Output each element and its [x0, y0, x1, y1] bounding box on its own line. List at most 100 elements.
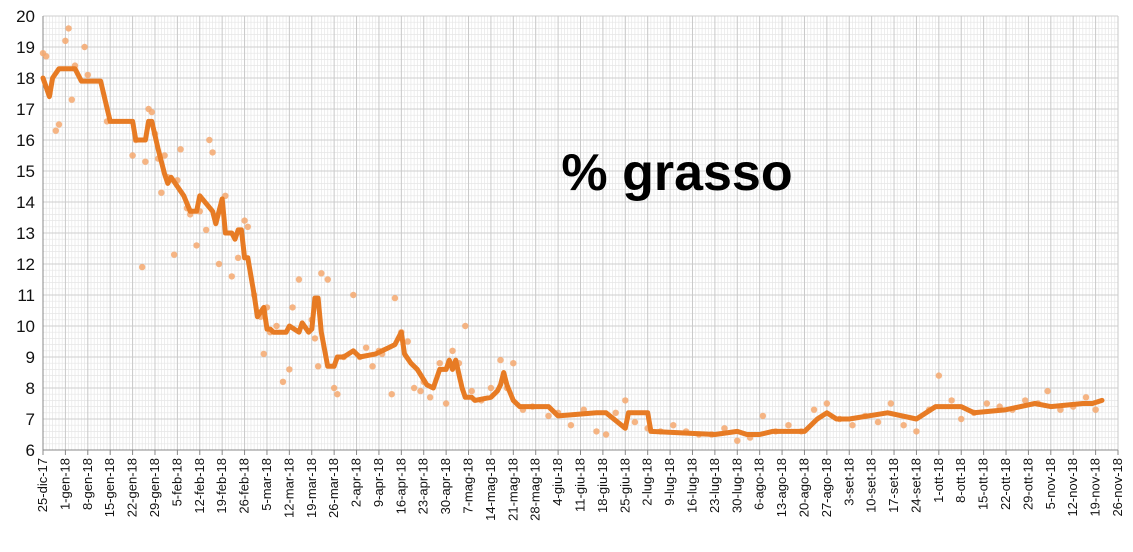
data-point — [426, 394, 434, 401]
x-tick-label: 5-mar-18 — [259, 458, 274, 511]
x-tick-label: 16-apr-18 — [393, 458, 408, 514]
x-tick-label: 29-ott-18 — [1020, 458, 1035, 510]
x-tick-label: 7-mag-18 — [461, 458, 476, 514]
data-point — [567, 422, 575, 429]
data-point — [913, 428, 920, 435]
x-tick-label: 8-gen-18 — [80, 458, 95, 510]
data-point — [318, 270, 325, 277]
data-point — [948, 397, 955, 404]
series-line — [40, 66, 1105, 437]
x-tick-label: 1-gen-18 — [57, 458, 72, 510]
data-point — [417, 387, 424, 395]
grid — [42, 15, 1119, 451]
data-point — [52, 127, 59, 134]
x-tick-label: 2-lug-18 — [640, 458, 655, 506]
data-point — [350, 291, 357, 299]
data-point — [286, 366, 293, 373]
data-point — [442, 400, 450, 407]
x-tick-label: 22-ott-18 — [998, 458, 1013, 510]
x-tick-label: 8-ott-18 — [953, 458, 968, 503]
data-point — [228, 273, 235, 280]
x-tick-label: 3-set-18 — [841, 458, 856, 506]
x-tick-label: 14-mag-18 — [483, 458, 498, 521]
data-point — [81, 43, 88, 51]
y-tick-label: 20 — [16, 7, 35, 26]
x-tick-label: 9-lug-18 — [662, 458, 677, 506]
x-tick-label: 20-ago-18 — [796, 458, 811, 517]
x-tick-label: 4-giu-18 — [550, 458, 565, 506]
data-point — [55, 121, 63, 128]
data-point — [900, 422, 907, 429]
y-tick-label: 19 — [16, 38, 35, 57]
data-point — [193, 242, 200, 249]
data-point — [810, 406, 818, 413]
x-tick-label: 18-giu-18 — [595, 458, 610, 513]
data-point — [1082, 394, 1090, 401]
y-tick-label: 12 — [16, 255, 35, 274]
data-point — [670, 422, 677, 429]
data-point — [1022, 397, 1029, 404]
y-tick-label: 7 — [26, 410, 35, 429]
data-point — [42, 53, 50, 60]
data-point — [202, 226, 210, 234]
x-tick-label: 1-ott-18 — [931, 458, 946, 503]
data-point — [158, 189, 165, 196]
x-tick-label: 28-mag-18 — [528, 458, 543, 521]
data-point — [62, 37, 69, 44]
data-point — [324, 276, 331, 283]
x-tick-label: 17-set-18 — [886, 458, 901, 513]
data-point — [138, 263, 146, 271]
data-point — [785, 422, 792, 429]
x-tick-label: 19-feb-18 — [214, 458, 229, 514]
data-point — [545, 412, 552, 420]
data-point — [369, 363, 376, 370]
data-point — [215, 260, 223, 268]
axes: 6 7 8 9 10 11 12 13 14 15 16 17 18 19 20 25-dic-17 1-gen… — [16, 7, 1125, 521]
x-tick-label: 29-gen-18 — [147, 458, 162, 517]
x-tick-label: 25-giu-18 — [617, 458, 632, 513]
y-tick-label: 17 — [16, 100, 35, 119]
data-point — [622, 397, 629, 404]
data-point — [721, 425, 728, 432]
y-tick-label: 14 — [16, 193, 35, 212]
data-point — [148, 108, 155, 116]
x-tick-label: 5-nov-18 — [1043, 458, 1058, 509]
data-point — [84, 71, 91, 79]
data-point — [887, 400, 895, 407]
y-tick-label: 10 — [16, 317, 35, 336]
x-tick-label: 9-apr-18 — [371, 458, 386, 507]
data-point — [334, 391, 341, 398]
x-tick-label: 27-ago-18 — [819, 458, 834, 517]
y-tick-label: 13 — [16, 224, 35, 243]
x-tick-label: 12-feb-18 — [192, 458, 207, 514]
data-point — [129, 152, 136, 159]
x-tick-label: 12-nov-18 — [1065, 458, 1080, 517]
x-tick-label: 6-ago-18 — [752, 458, 767, 510]
x-tick-label: 26-feb-18 — [237, 458, 252, 514]
x-tick-label: 5-feb-18 — [169, 458, 184, 506]
y-tick-label: 9 — [26, 348, 35, 367]
x-tick-label: 30-apr-18 — [438, 458, 453, 514]
data-point — [1044, 387, 1051, 395]
x-tick-label: 10-set-18 — [864, 458, 879, 513]
data-point — [330, 384, 338, 392]
y-tick-label: 8 — [26, 379, 35, 398]
x-tick-label: 19-nov-18 — [1088, 458, 1103, 517]
data-point — [593, 428, 600, 435]
chart-title: % grasso — [561, 144, 792, 202]
data-point — [244, 223, 251, 230]
x-tick-label: 16-lug-18 — [684, 458, 699, 513]
data-point — [362, 344, 370, 351]
data-point — [260, 350, 267, 358]
data-point — [823, 400, 831, 407]
data-point — [404, 338, 411, 345]
x-tick-label: 13-ago-18 — [774, 458, 789, 517]
x-tick-label: 15-gen-18 — [102, 458, 117, 517]
x-tick-label: 21-mag-18 — [505, 458, 520, 521]
data-point — [602, 431, 610, 438]
data-point — [983, 400, 991, 407]
data-point — [612, 409, 619, 416]
data-point — [295, 276, 303, 283]
